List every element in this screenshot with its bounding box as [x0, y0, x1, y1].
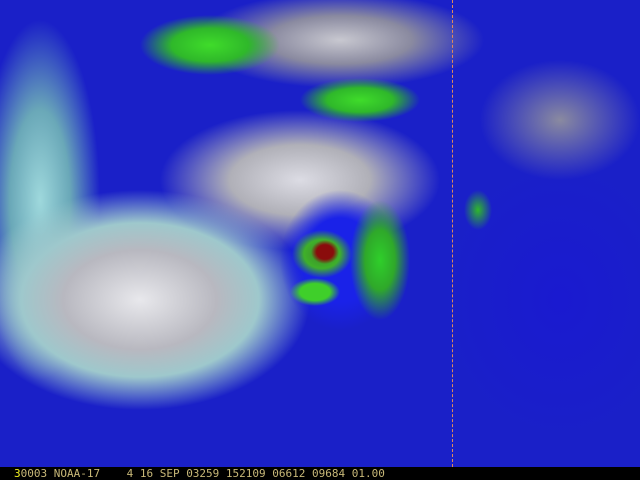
caption-text: 0003 NOAA-17 4 16 SEP 03259 152109 06612…: [20, 467, 385, 480]
channel-number: 3: [14, 467, 21, 480]
hurricane-satellite-image: [0, 0, 640, 467]
longitude-gridline: [452, 0, 453, 467]
caption-bar: 30003 NOAA-17 4 16 SEP 03259 152109 0661…: [0, 467, 640, 480]
